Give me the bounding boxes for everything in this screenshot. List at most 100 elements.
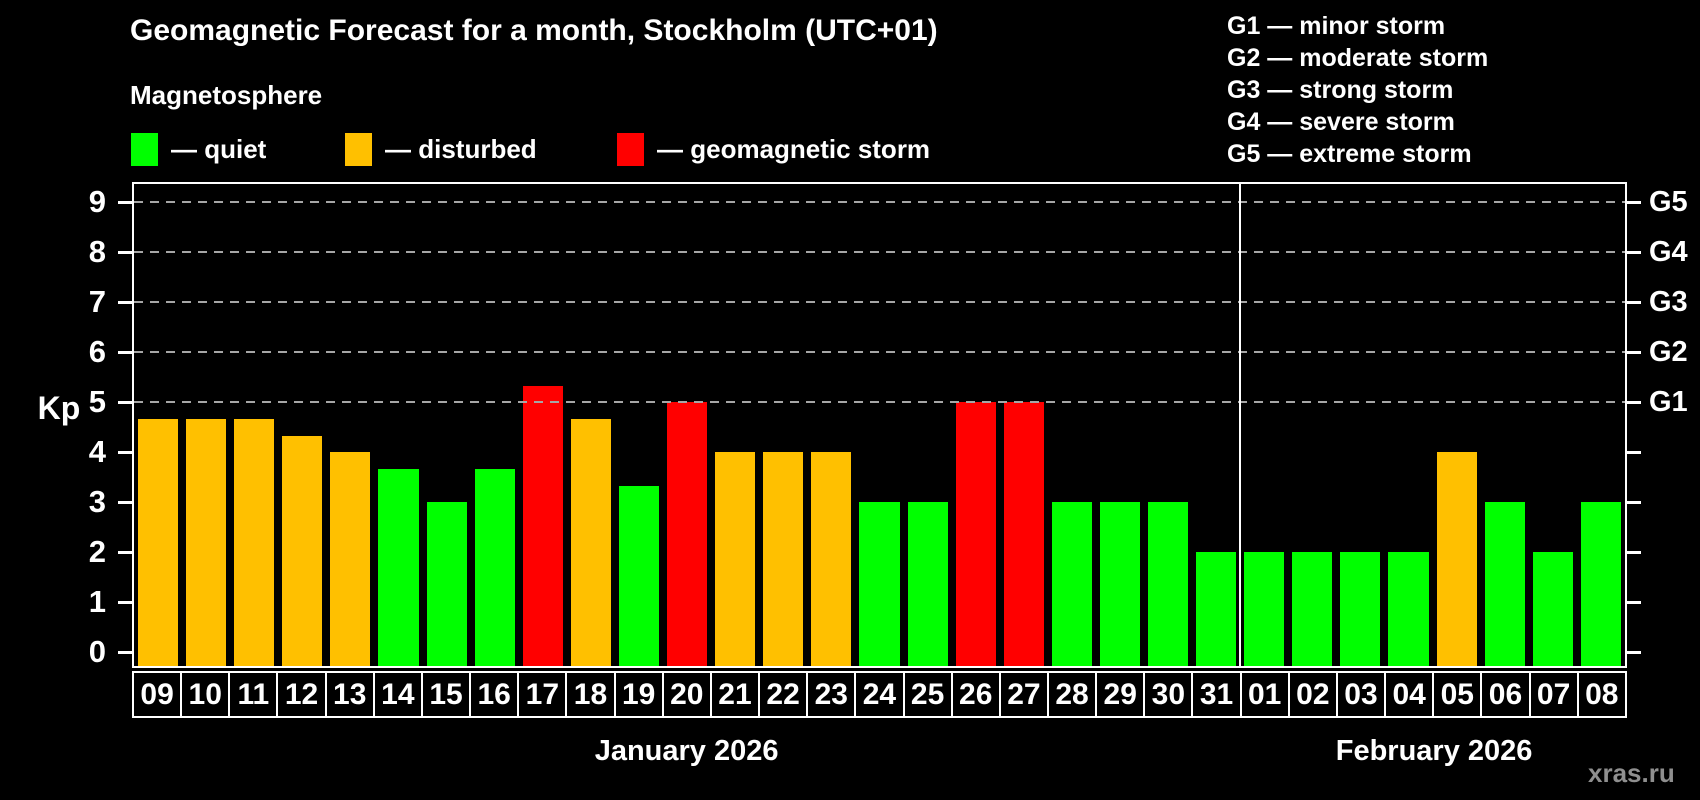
bar-day-15 xyxy=(426,502,467,666)
month-labels-row: January 2026 February 2026 xyxy=(132,735,1627,773)
g-scale-label-g4: G4 xyxy=(1649,236,1688,268)
bar-slot-22 xyxy=(759,184,807,666)
day-label-04: 04 xyxy=(1386,671,1435,718)
right-tick-kp-2 xyxy=(1627,551,1641,554)
bar-day-10 xyxy=(186,418,227,666)
day-label-13: 13 xyxy=(326,671,375,718)
day-label-26: 26 xyxy=(952,671,1001,718)
right-tick-kp-1 xyxy=(1627,601,1641,604)
bar-slot-21 xyxy=(711,184,759,666)
gridline-kp-9 xyxy=(134,201,1625,203)
bar-slot-18 xyxy=(567,184,615,666)
left-tick-kp-2 xyxy=(118,551,132,554)
storm-scale-g4: G4 — severe storm xyxy=(1227,108,1455,136)
g-scale-label-g2: G2 xyxy=(1649,336,1688,368)
storm-scale-g2: G2 — moderate storm xyxy=(1227,44,1489,72)
legend-label-quiet: — quiet xyxy=(171,134,267,164)
bar-slot-04 xyxy=(1384,184,1432,666)
day-label-23: 23 xyxy=(808,671,857,718)
day-label-10: 10 xyxy=(182,671,231,718)
day-label-06: 06 xyxy=(1482,671,1531,718)
bar-slot-31 xyxy=(1192,184,1240,666)
bar-slot-05 xyxy=(1433,184,1481,666)
day-label-18: 18 xyxy=(567,671,616,718)
left-tick-kp-7 xyxy=(118,301,132,304)
bar-day-17 xyxy=(522,385,563,666)
left-tick-kp-3 xyxy=(118,501,132,504)
bar-day-19 xyxy=(618,485,660,666)
bar-slot-20 xyxy=(663,184,711,666)
bar-slot-01 xyxy=(1240,184,1288,666)
bar-day-06 xyxy=(1484,502,1525,666)
day-label-01: 01 xyxy=(1241,671,1290,718)
bar-day-27 xyxy=(1003,402,1044,666)
y-tick-label-7: 7 xyxy=(88,284,106,319)
day-label-03: 03 xyxy=(1337,671,1387,718)
bar-slot-29 xyxy=(1096,184,1144,666)
legend-item-disturbed: — disturbed xyxy=(345,133,537,166)
bar-day-02 xyxy=(1292,552,1333,666)
right-tick-kp-5 xyxy=(1627,401,1641,404)
day-label-19: 19 xyxy=(615,671,664,718)
day-label-07: 07 xyxy=(1530,671,1579,718)
legend-item-storm: — geomagnetic storm xyxy=(617,133,930,166)
bar-day-07 xyxy=(1532,552,1573,666)
bar-day-14 xyxy=(378,468,419,666)
bar-day-25 xyxy=(907,502,948,666)
bar-slot-19 xyxy=(615,184,663,666)
bar-day-29 xyxy=(1099,502,1140,666)
day-label-08: 08 xyxy=(1578,671,1627,718)
bar-day-21 xyxy=(715,452,756,666)
day-label-24: 24 xyxy=(856,671,905,718)
watermark: xras.ru xyxy=(1588,758,1675,788)
gridline-kp-6 xyxy=(134,351,1625,353)
day-label-09: 09 xyxy=(134,671,183,718)
bar-day-11 xyxy=(234,418,275,666)
bar-day-13 xyxy=(330,452,371,666)
y-tick-label-1: 1 xyxy=(88,584,106,619)
month-separator-line xyxy=(1239,184,1242,666)
bar-slot-08 xyxy=(1577,184,1625,666)
day-label-22: 22 xyxy=(760,671,809,718)
bar-day-12 xyxy=(282,435,323,666)
day-label-28: 28 xyxy=(1048,671,1098,718)
y-tick-label-2: 2 xyxy=(88,534,106,569)
bar-slot-06 xyxy=(1481,184,1529,666)
bar-day-24 xyxy=(859,502,900,666)
bar-day-16 xyxy=(474,468,515,666)
gridline-kp-5 xyxy=(134,401,1625,403)
legend-item-quiet: — quiet xyxy=(131,133,266,166)
bar-slot-25 xyxy=(904,184,952,666)
day-label-15: 15 xyxy=(422,671,472,718)
plot-area: Kp 0 1 2 3 4 5 6 7 8 9 G1 G2 G3 G4 G5 xyxy=(38,182,1688,669)
bar-slot-24 xyxy=(855,184,903,666)
bar-day-22 xyxy=(763,452,804,666)
bar-day-09 xyxy=(138,418,179,666)
g-scale-label-g3: G3 xyxy=(1649,286,1688,318)
bar-slot-26 xyxy=(952,184,1000,666)
disturbed-color-swatch xyxy=(345,133,372,166)
bar-slot-16 xyxy=(471,184,519,666)
y-tick-label-4: 4 xyxy=(88,434,106,469)
chart-subtitle: Magnetosphere xyxy=(130,80,323,110)
bar-slot-23 xyxy=(807,184,855,666)
right-tick-kp-8 xyxy=(1627,251,1641,254)
y-tick-label-5: 5 xyxy=(88,384,106,419)
y-tick-label-8: 8 xyxy=(88,234,106,269)
bar-day-26 xyxy=(955,402,996,666)
bar-slot-17 xyxy=(519,184,567,666)
g-scale-label-g5: G5 xyxy=(1649,186,1688,218)
bar-slot-09 xyxy=(134,184,182,666)
bar-slot-11 xyxy=(230,184,278,666)
right-tick-kp-4 xyxy=(1627,451,1641,454)
y-tick-label-9: 9 xyxy=(88,184,106,219)
day-label-25: 25 xyxy=(904,671,953,718)
bar-slot-12 xyxy=(278,184,326,666)
day-label-16: 16 xyxy=(471,671,520,718)
storm-scale-g3: G3 — strong storm xyxy=(1227,76,1454,104)
y-tick-label-0: 0 xyxy=(88,634,106,669)
day-label-11: 11 xyxy=(230,671,279,718)
bar-day-28 xyxy=(1051,502,1092,666)
bar-day-08 xyxy=(1580,502,1621,666)
